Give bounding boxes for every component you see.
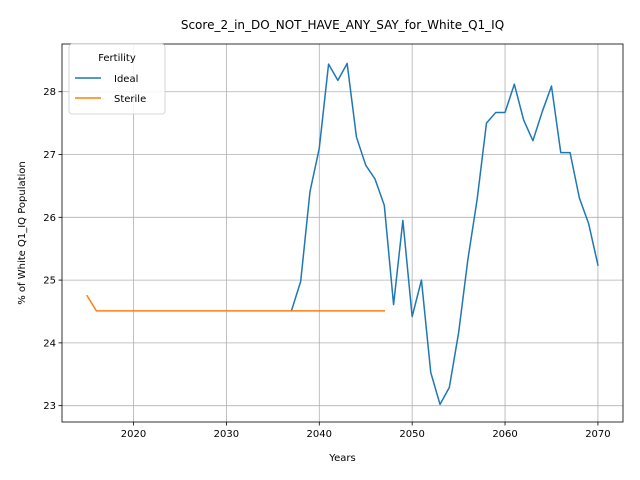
ticks: 2020 2030 2040 2050 2060 2070 23 24 25 26 27 28 (43, 87, 610, 440)
legend-box (68, 43, 166, 115)
plot-frame (61, 43, 624, 423)
y-tick-label: 24 (43, 338, 56, 349)
x-tick-label: 2020 (121, 429, 146, 440)
y-tick-label: 23 (43, 401, 56, 412)
x-tick-label: 2070 (585, 429, 610, 440)
y-tick-label: 27 (43, 150, 56, 161)
series-line-sterile (86, 294, 386, 312)
y-tick-label: 26 (43, 213, 56, 224)
grid (62, 44, 623, 422)
legend-title: Fertility (98, 53, 136, 64)
x-tick-label: 2040 (307, 429, 332, 440)
series-line-ideal (290, 62, 599, 406)
x-tick-label: 2050 (399, 429, 424, 440)
legend-label-sterile: Sterile (114, 94, 146, 105)
x-tick-label: 2060 (492, 429, 517, 440)
y-tick-label: 25 (43, 276, 56, 287)
y-axis-label: % of White Q1_IQ Population (17, 161, 28, 305)
legend: Fertility Ideal Sterile (68, 43, 166, 115)
chart-title: Score_2_in_DO_NOT_HAVE_ANY_SAY_for_White… (181, 18, 504, 32)
x-axis-label: Years (328, 453, 355, 464)
series-layer (86, 62, 599, 406)
y-tick-label: 28 (43, 87, 56, 98)
legend-label-ideal: Ideal (114, 74, 138, 85)
x-tick-label: 2030 (214, 429, 239, 440)
